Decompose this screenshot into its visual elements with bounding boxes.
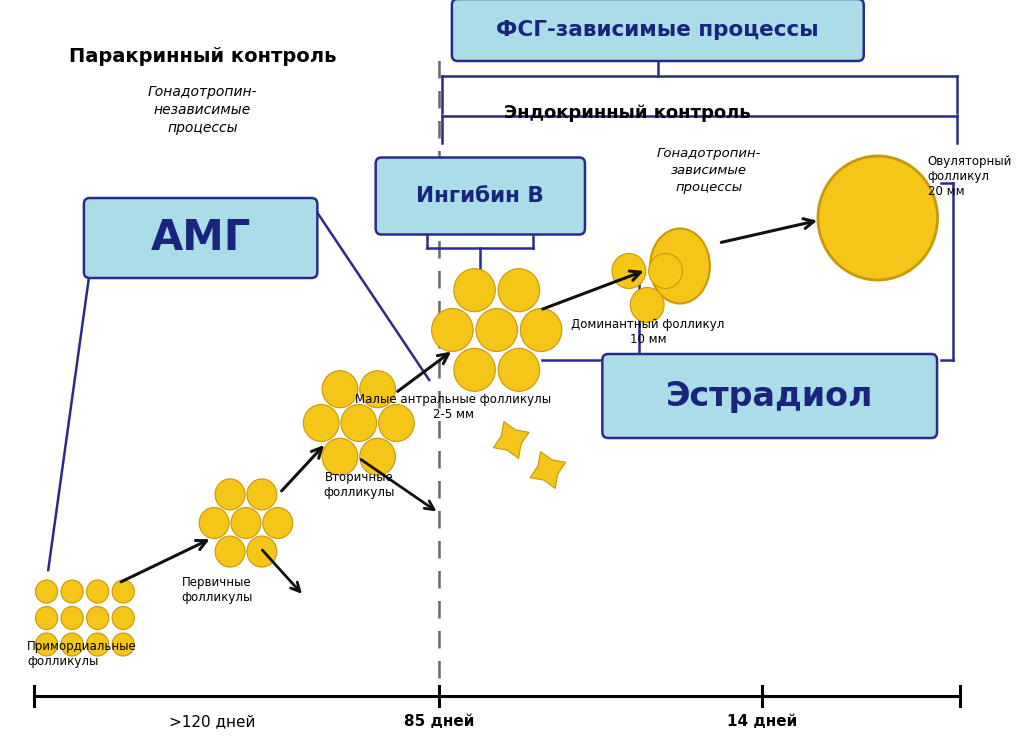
- Circle shape: [247, 479, 276, 510]
- Text: 14 дней: 14 дней: [727, 714, 797, 729]
- Circle shape: [323, 371, 357, 408]
- Circle shape: [87, 607, 109, 630]
- Circle shape: [612, 254, 646, 289]
- Text: Овуляторный
фолликул
20 мм: Овуляторный фолликул 20 мм: [928, 155, 1013, 197]
- Text: 85 дней: 85 дней: [403, 714, 474, 729]
- Polygon shape: [494, 422, 529, 459]
- Circle shape: [499, 269, 540, 312]
- FancyBboxPatch shape: [84, 198, 317, 278]
- Circle shape: [499, 349, 540, 391]
- Circle shape: [215, 536, 245, 567]
- Text: Вторичные
фолликулы: Вторичные фолликулы: [324, 471, 394, 499]
- Circle shape: [323, 438, 357, 475]
- Circle shape: [61, 580, 83, 603]
- Circle shape: [379, 405, 415, 441]
- Text: Первичные
фолликулы: Первичные фолликулы: [181, 576, 253, 604]
- Circle shape: [200, 507, 229, 539]
- Circle shape: [112, 580, 134, 603]
- FancyBboxPatch shape: [452, 0, 863, 61]
- Circle shape: [36, 580, 57, 603]
- Text: Примордиальные
фолликулы: Примордиальные фолликулы: [27, 640, 137, 668]
- Circle shape: [36, 607, 57, 630]
- Text: Доминантный фолликул
10 мм: Доминантный фолликул 10 мм: [571, 318, 725, 346]
- Text: Гонадотропин-
независимые
процессы: Гонадотропин- независимые процессы: [147, 85, 257, 135]
- Circle shape: [112, 633, 134, 656]
- Circle shape: [61, 607, 83, 630]
- Circle shape: [818, 156, 938, 280]
- Text: ФСГ-зависимые процессы: ФСГ-зависимые процессы: [497, 20, 819, 40]
- Circle shape: [454, 269, 496, 312]
- Circle shape: [215, 479, 245, 510]
- Text: Паракринный контроль: Паракринный контроль: [69, 46, 336, 66]
- Circle shape: [454, 349, 496, 391]
- Circle shape: [231, 507, 261, 539]
- Circle shape: [247, 536, 276, 567]
- Text: Эндокринный контроль: Эндокринный контроль: [504, 104, 751, 122]
- Text: Эстрадиол: Эстрадиол: [666, 379, 873, 412]
- Circle shape: [476, 308, 517, 352]
- Circle shape: [341, 405, 377, 441]
- Circle shape: [87, 633, 109, 656]
- Circle shape: [648, 254, 682, 289]
- Text: АМГ: АМГ: [151, 217, 251, 259]
- Text: >120 дней: >120 дней: [169, 714, 255, 729]
- Text: Ингибин В: Ингибин В: [417, 186, 544, 206]
- Circle shape: [36, 633, 57, 656]
- FancyBboxPatch shape: [602, 354, 937, 438]
- Circle shape: [520, 308, 562, 352]
- Circle shape: [61, 633, 83, 656]
- Text: Малые антральные фолликулы
2-5 мм: Малые антральные фолликулы 2-5 мм: [355, 393, 551, 421]
- Polygon shape: [530, 452, 565, 488]
- Text: Гонадотропин-
зависимые
процессы: Гонадотропин- зависимые процессы: [656, 147, 761, 194]
- Circle shape: [263, 507, 293, 539]
- Circle shape: [359, 438, 395, 475]
- FancyBboxPatch shape: [376, 158, 585, 235]
- Circle shape: [631, 287, 665, 322]
- Circle shape: [432, 308, 473, 352]
- Ellipse shape: [650, 228, 710, 304]
- Circle shape: [303, 405, 339, 441]
- Circle shape: [87, 580, 109, 603]
- Circle shape: [112, 607, 134, 630]
- Circle shape: [359, 371, 395, 408]
